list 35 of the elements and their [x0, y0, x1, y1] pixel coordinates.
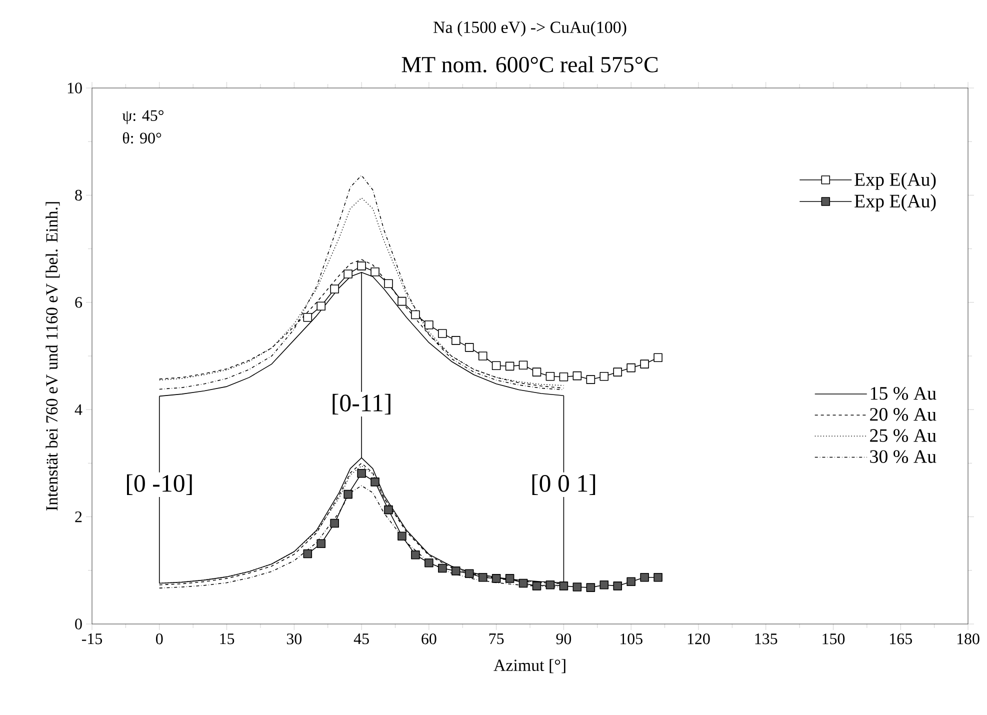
legend-label: 20 % Au: [870, 408, 936, 421]
legend-label: 15 % Au: [870, 386, 936, 400]
y-tick-label: 8: [75, 190, 82, 201]
legend-label: Exp E(Au): [854, 194, 936, 212]
legend-label: 30 % Au: [870, 450, 936, 464]
annotation: [0 0 1]: [532, 474, 596, 495]
chart-title: MT nom. 600°C real 575°C: [402, 56, 658, 72]
annotation: [0 -10]: [126, 474, 192, 495]
chart-subtitle: Na (1500 eV) -> CuAu(100): [434, 21, 626, 36]
x-axis-title: Azimut [°]: [494, 659, 566, 674]
legend-label: Exp E(Au): [854, 172, 936, 190]
y-tick-label: 4: [74, 404, 82, 415]
y-tick-label: 10: [68, 82, 82, 94]
y-tick-label: 2: [75, 512, 82, 522]
x-tick-label: -15: [82, 634, 102, 644]
y-axis-title: Intenstät bei 760 eV und 1160 eV [bel. Einh.]: [46, 202, 60, 511]
annotation: [0-11]: [332, 394, 390, 415]
y-tick-label: 0: [75, 618, 82, 630]
x-tick-label: 45: [354, 634, 369, 644]
x-tick-label: 150: [822, 634, 845, 644]
annotation: ψ: 45°: [122, 110, 164, 124]
x-tick-label: 165: [890, 634, 912, 644]
x-tick-label: 120: [688, 634, 710, 644]
legend-label: 25 % Au: [870, 429, 936, 442]
x-tick-label: 135: [755, 634, 778, 644]
x-tick-label: 180: [957, 634, 980, 644]
x-tick-label: 75: [489, 634, 504, 644]
x-tick-label: 15: [220, 634, 234, 644]
x-tick-label: 0: [156, 634, 163, 644]
x-tick-label: 90: [556, 634, 572, 644]
annotation: θ: 90°: [122, 132, 162, 144]
y-tick-label: 6: [75, 297, 82, 308]
x-tick-label: 30: [286, 634, 302, 644]
x-tick-label: 60: [422, 634, 436, 644]
x-tick-label: 105: [620, 634, 642, 644]
